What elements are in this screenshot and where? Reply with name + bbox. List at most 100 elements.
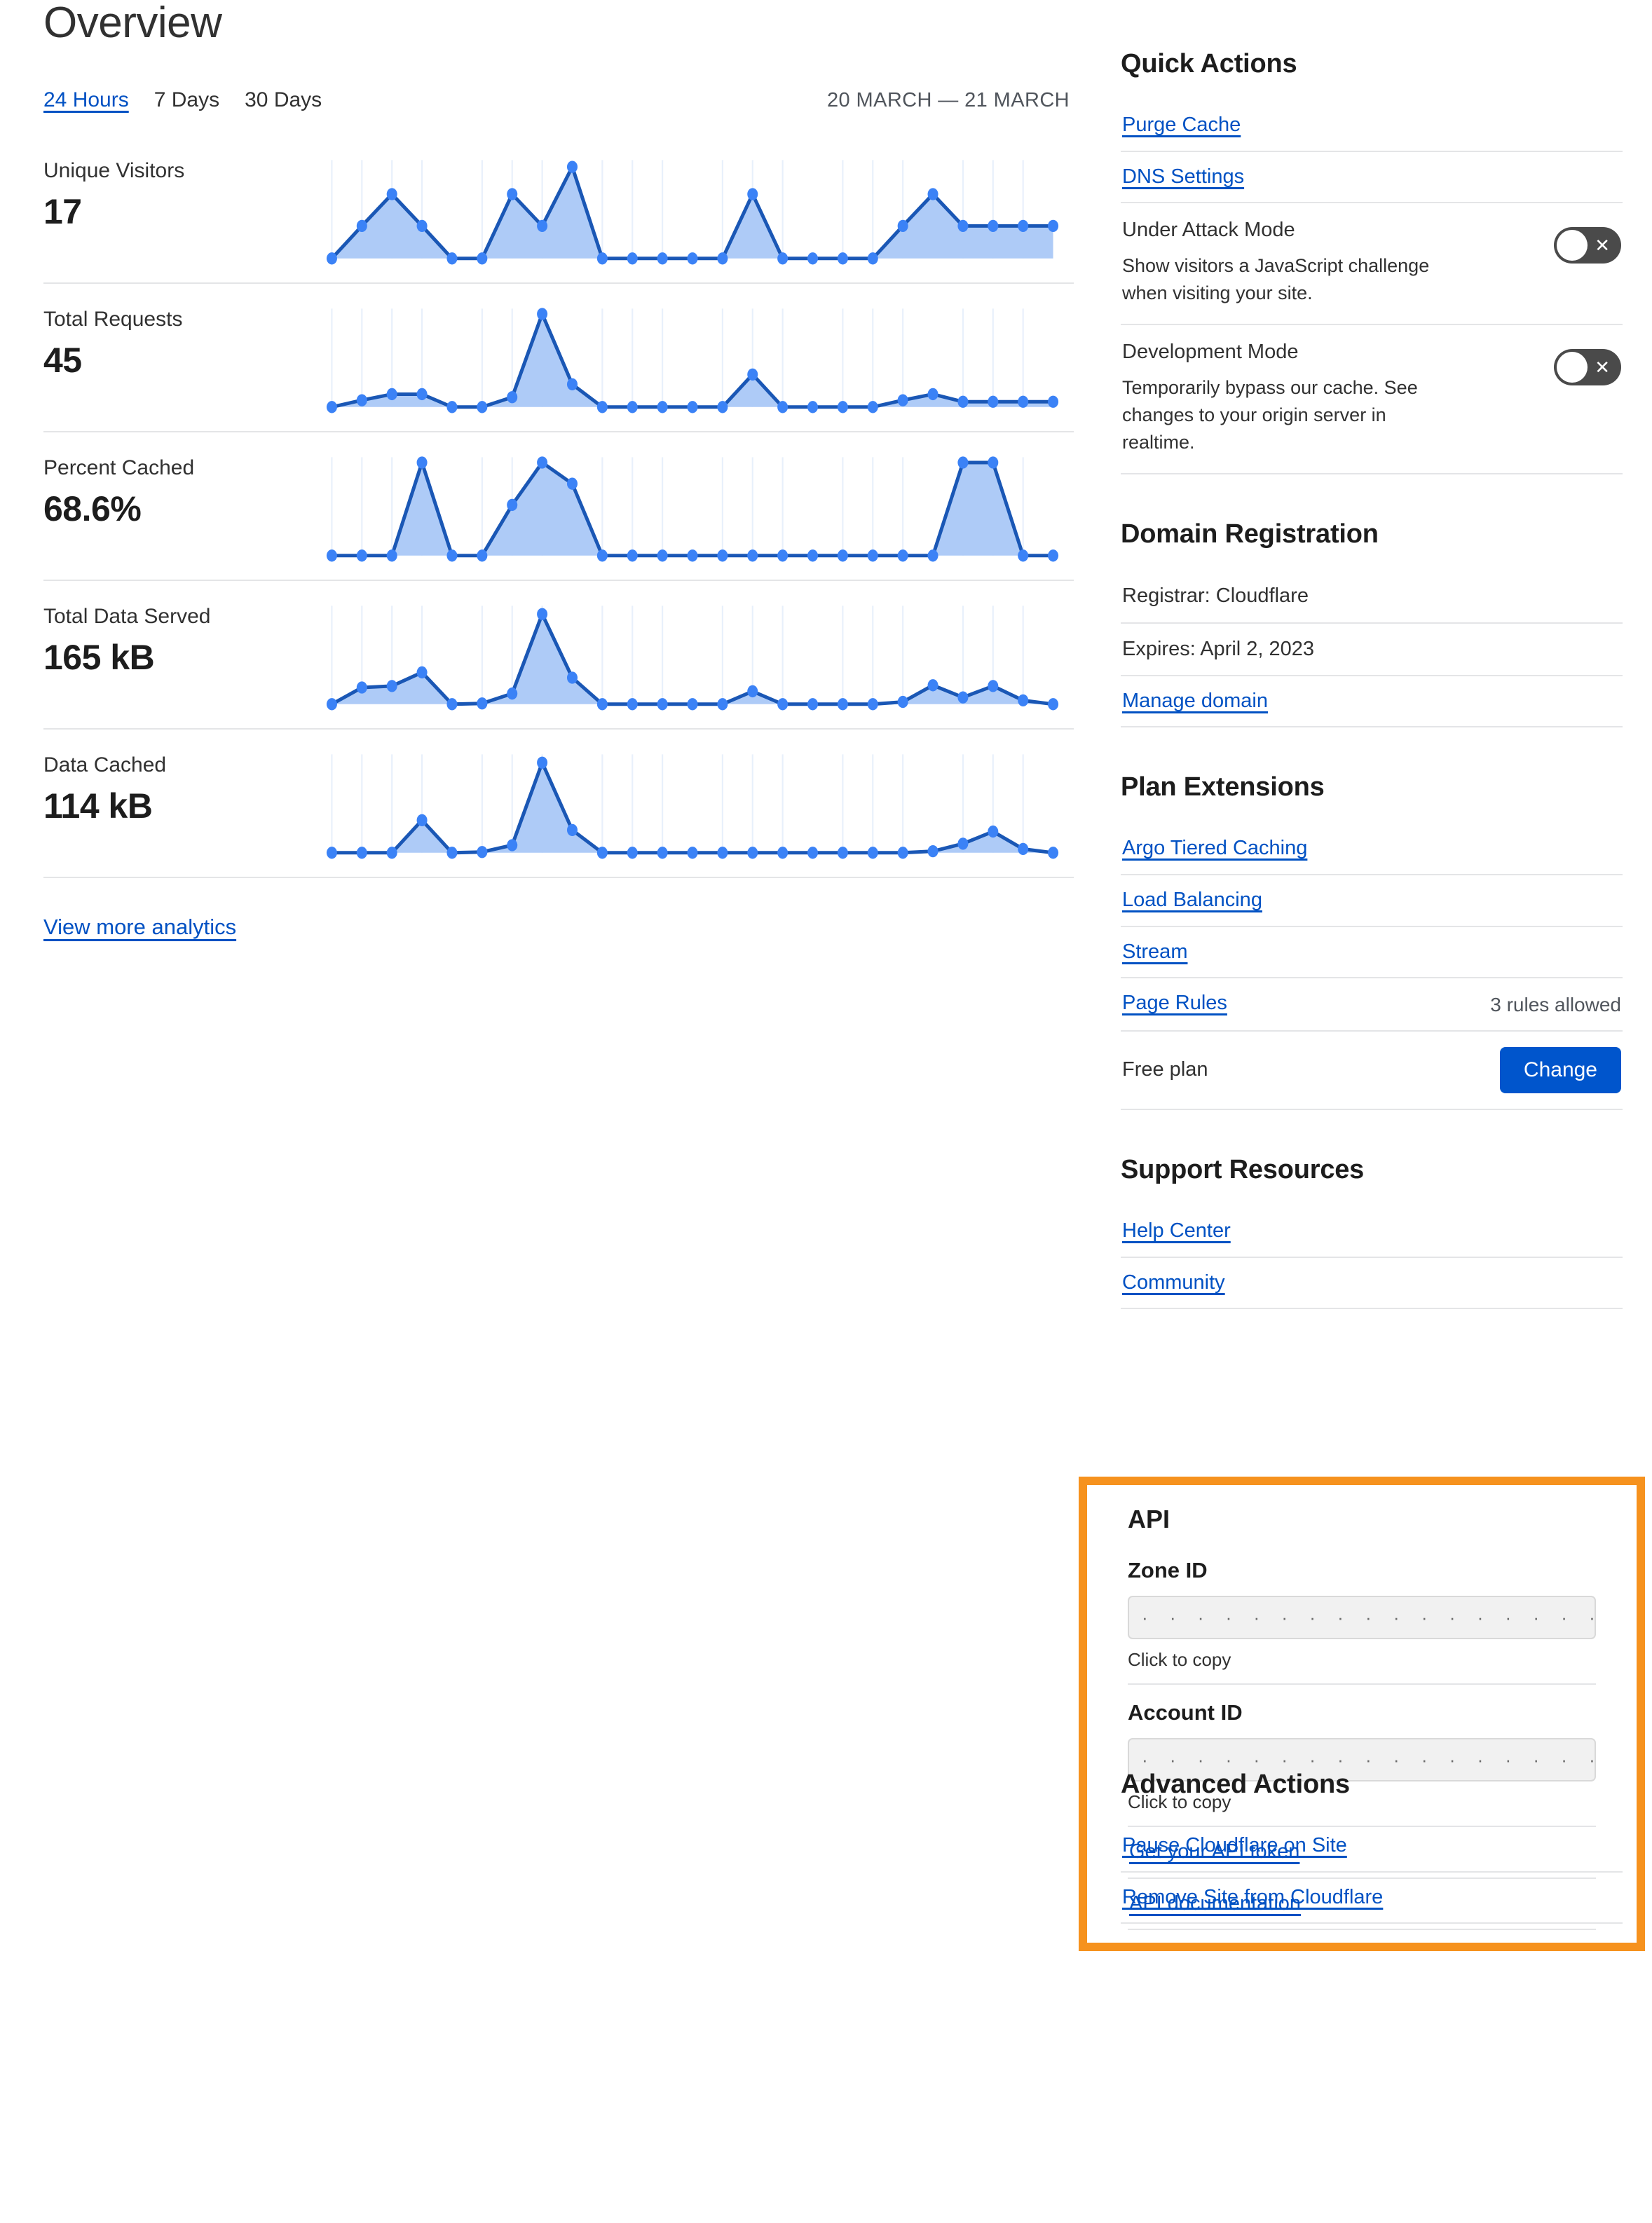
under-attack-mode-toggle[interactable]: ✕: [1554, 227, 1621, 264]
metric-info: Total Requests 45: [43, 284, 317, 381]
support-resources-title: Support Resources: [1121, 1154, 1365, 1184]
metric-row: Percent Cached 68.6%: [43, 432, 1074, 582]
date-range-label: 20 MARCH — 21 MARCH: [827, 89, 1070, 112]
row-expires: Expires: April 2, 2023: [1121, 624, 1623, 676]
row-stream[interactable]: Stream: [1121, 927, 1623, 979]
quick-actions-panel: Quick Actions Purge Cache DNS Settings U…: [1121, 49, 1623, 475]
page-rules-link[interactable]: Page Rules: [1122, 992, 1227, 1015]
row-remove-site[interactable]: Remove Site from Cloudflare: [1121, 1873, 1623, 1924]
quick-actions-title: Quick Actions: [1121, 49, 1297, 78]
metric-label: Unique Visitors: [43, 159, 185, 183]
under-attack-mode-text: Under Attack Mode Show visitors a JavaSc…: [1122, 217, 1452, 307]
registrar-value: Registrar: Cloudflare: [1122, 584, 1309, 608]
row-load-balancing[interactable]: Load Balancing: [1121, 875, 1623, 927]
metric-label: Total Data Served: [43, 605, 211, 629]
metric-info: Unique Visitors 17: [43, 135, 317, 232]
manage-domain-link[interactable]: Manage domain: [1122, 689, 1268, 712]
row-pause-cloudflare[interactable]: Pause Cloudflare on Site: [1121, 1821, 1623, 1873]
toggle-knob-icon: [1557, 230, 1588, 261]
remove-site-from-cloudflare-link[interactable]: Remove Site from Cloudflare: [1122, 1885, 1384, 1908]
development-mode-text: Development Mode Temporarily bypass our …: [1122, 339, 1452, 456]
sidebar-column: Quick Actions Purge Cache DNS Settings U…: [1079, 49, 1645, 1952]
row-manage-domain[interactable]: Manage domain: [1121, 676, 1623, 728]
tab-7-days[interactable]: 7 Days: [153, 88, 220, 112]
metrics-list: Unique Visitors 17: [43, 135, 1074, 879]
tab-30-days[interactable]: 30 Days: [245, 88, 322, 112]
time-range-tabs: 24 Hours 7 Days 30 Days: [43, 88, 322, 116]
api-documentation-link[interactable]: API documentation: [1129, 1892, 1302, 1915]
pause-cloudflare-on-site-link[interactable]: Pause Cloudflare on Site: [1122, 1834, 1347, 1856]
account-id-copy-hint: Click to copy: [1128, 1791, 1596, 1827]
analytics-column: Overview 24 Hours 7 Days 30 Days 20 MARC…: [43, 0, 1074, 940]
api-spacer: [1128, 1685, 1596, 1700]
metric-value: 68.6%: [43, 488, 142, 528]
row-community[interactable]: Community: [1121, 1258, 1623, 1310]
development-mode-description: Temporarily bypass our cache. See change…: [1122, 377, 1418, 453]
help-center-link[interactable]: Help Center: [1122, 1219, 1231, 1242]
row-page-rules[interactable]: Page Rules 3 rules allowed: [1121, 978, 1623, 1032]
stream-link[interactable]: Stream: [1122, 940, 1188, 963]
metric-info: Total Data Served 165 kB: [43, 581, 317, 678]
expires-value: Expires: April 2, 2023: [1122, 637, 1315, 660]
row-under-attack-mode: Under Attack Mode Show visitors a JavaSc…: [1121, 203, 1623, 326]
metric-label: Data Cached: [43, 753, 167, 777]
page-title: Overview: [43, 0, 222, 47]
time-range-bar: 24 Hours 7 Days 30 Days 20 MARCH — 21 MA…: [43, 88, 1074, 116]
sparkline-unique-visitors: [317, 135, 1074, 277]
purge-cache-link[interactable]: Purge Cache: [1122, 114, 1241, 136]
support-resources-panel: Support Resources Help Center Community: [1121, 1154, 1623, 1310]
row-plan: Free plan Change: [1121, 1032, 1623, 1110]
sparkline-total-data-served: [317, 581, 1074, 723]
plan-extensions-title: Plan Extensions: [1121, 772, 1325, 802]
row-development-mode: Development Mode Temporarily bypass our …: [1121, 325, 1623, 475]
dns-settings-link[interactable]: DNS Settings: [1122, 165, 1245, 188]
row-get-api-token[interactable]: Get your API token: [1128, 1827, 1596, 1879]
metric-row: Total Data Served 165 kB: [43, 581, 1074, 730]
argo-tiered-caching-link[interactable]: Argo Tiered Caching: [1122, 837, 1308, 860]
toggle-knob-icon: [1557, 352, 1588, 383]
plan-extensions-panel: Plan Extensions Argo Tiered Caching Load…: [1121, 772, 1623, 1110]
account-id-field[interactable]: · · · · · · · · · · · · · · · · · · · · …: [1128, 1738, 1596, 1781]
metric-value: 45: [43, 340, 82, 380]
row-dns-settings[interactable]: DNS Settings: [1121, 152, 1623, 204]
development-mode-title: Development Mode: [1122, 341, 1299, 364]
row-api-documentation[interactable]: API documentation: [1128, 1879, 1596, 1931]
view-more-analytics-link[interactable]: View more analytics: [43, 915, 237, 940]
row-help-center[interactable]: Help Center: [1121, 1206, 1623, 1258]
metric-row: Data Cached 114 kB: [43, 730, 1074, 879]
row-registrar: Registrar: Cloudflare: [1121, 570, 1623, 624]
zone-id-field[interactable]: · · · · · · · · · · · · · · · · · · · · …: [1128, 1596, 1596, 1639]
sparkline-svg: [326, 754, 1059, 859]
metric-info: Data Cached 114 kB: [43, 730, 317, 826]
row-purge-cache[interactable]: Purge Cache: [1121, 100, 1623, 152]
metric-row: Total Requests 45: [43, 284, 1074, 433]
metric-row: Unique Visitors 17: [43, 135, 1074, 285]
advanced-actions-title: Advanced Actions: [1121, 1770, 1350, 1799]
domain-registration-panel: Domain Registration Registrar: Cloudflar…: [1121, 519, 1623, 728]
sparkline-svg: [326, 453, 1059, 562]
close-icon: ✕: [1595, 357, 1610, 378]
metric-info: Percent Cached 68.6%: [43, 432, 317, 529]
metric-value: 114 kB: [43, 786, 153, 826]
advanced-actions-panel: Advanced Actions Pause Cloudflare on Sit…: [1121, 1770, 1623, 1924]
page-rules-allowance: 3 rules allowed: [1490, 994, 1621, 1016]
sparkline-svg: [326, 160, 1059, 265]
metric-label: Total Requests: [43, 308, 183, 331]
sparkline-data-cached: [317, 730, 1074, 871]
under-attack-mode-title: Under Attack Mode: [1122, 219, 1295, 242]
get-api-token-link[interactable]: Get your API token: [1129, 1840, 1300, 1863]
change-plan-button[interactable]: Change: [1499, 1046, 1621, 1093]
metric-value: 165 kB: [43, 637, 155, 677]
sparkline-percent-cached: [317, 432, 1074, 574]
community-link[interactable]: Community: [1122, 1271, 1225, 1294]
under-attack-mode-description: Show visitors a JavaScript challenge whe…: [1122, 255, 1430, 304]
development-mode-toggle[interactable]: ✕: [1554, 349, 1621, 386]
sparkline-svg: [326, 606, 1059, 711]
account-id-label: Account ID: [1128, 1700, 1243, 1725]
sparkline-svg: [326, 308, 1059, 413]
tab-24-hours[interactable]: 24 Hours: [43, 88, 129, 112]
domain-registration-title: Domain Registration: [1121, 519, 1379, 549]
load-balancing-link[interactable]: Load Balancing: [1122, 889, 1262, 912]
row-argo-tiered-caching[interactable]: Argo Tiered Caching: [1121, 823, 1623, 876]
